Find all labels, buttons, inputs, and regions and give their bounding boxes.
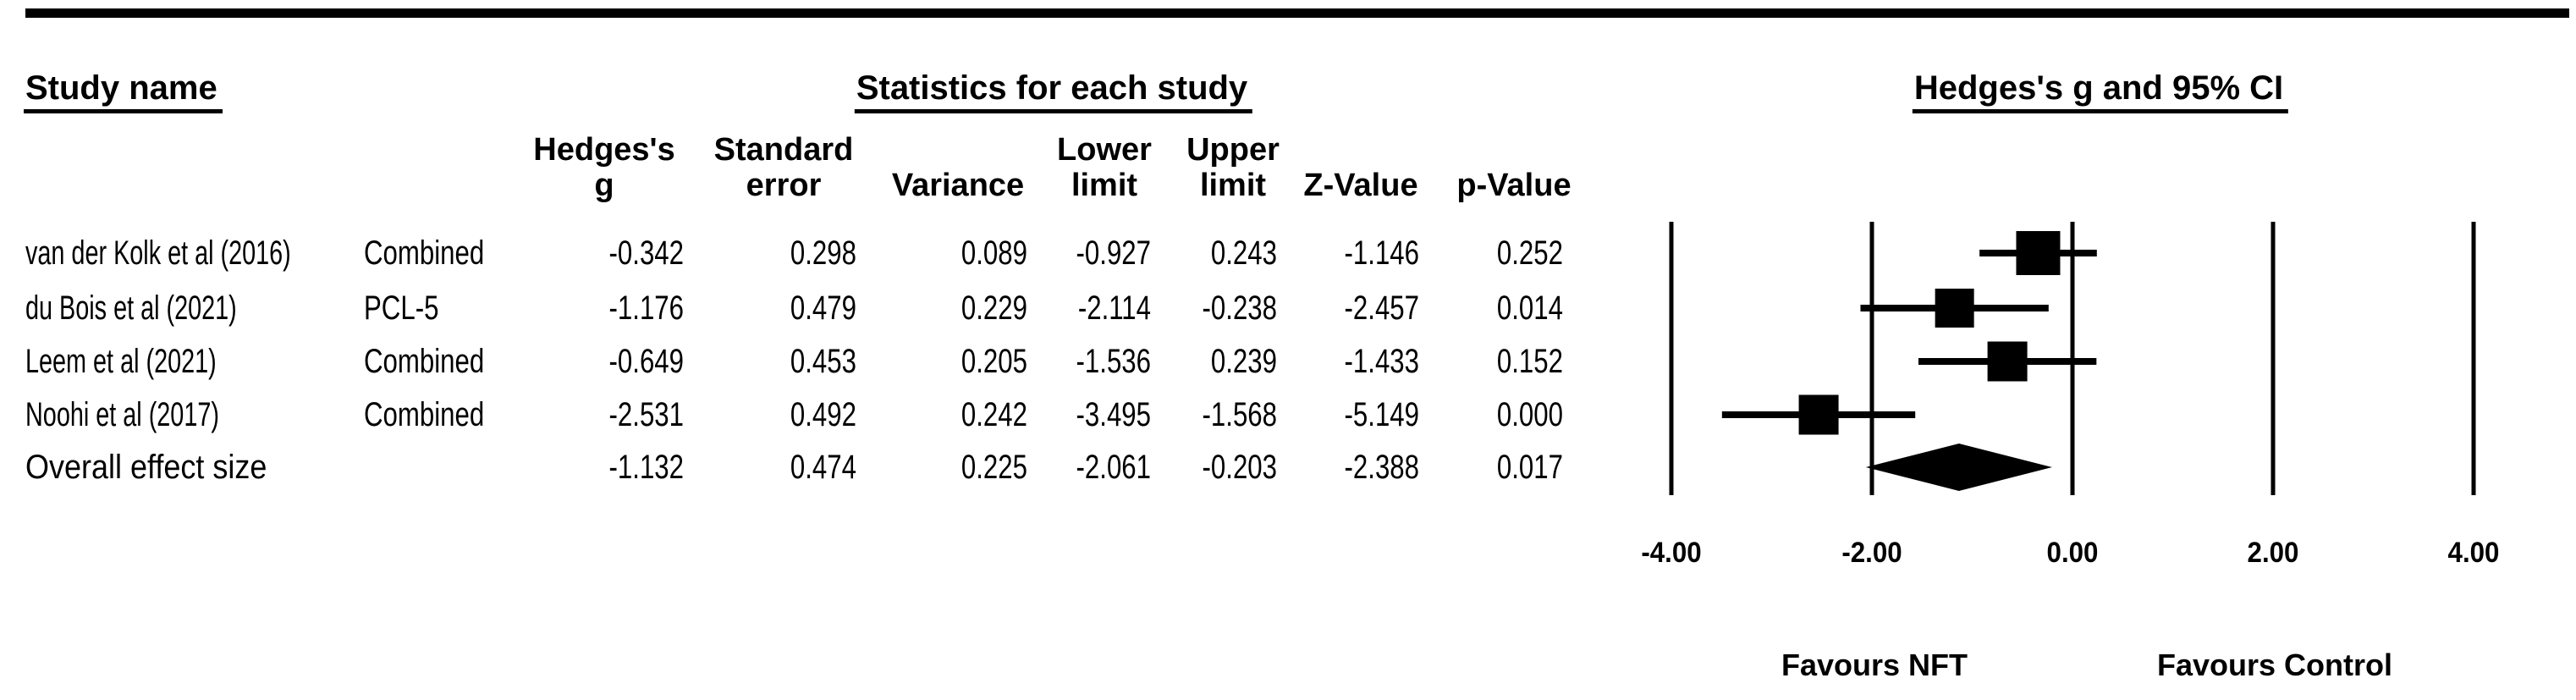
stat-value-cell: -1.176 [608, 289, 684, 327]
effect-size-marker [1987, 341, 2028, 382]
x-axis-tick-label: 4.00 [2447, 537, 2500, 569]
x-axis-tick-label: -2.00 [1841, 537, 1902, 569]
outcome-cell: PCL-5 [364, 289, 439, 327]
top-rule [25, 8, 2569, 18]
axis-gridline [1669, 222, 1674, 495]
stat-value-cell: 0.252 [1496, 234, 1563, 272]
column-header: Upper limit [1186, 132, 1280, 203]
stat-value-cell: 0.017 [1496, 449, 1563, 486]
stat-value-cell: 0.479 [790, 289, 856, 327]
column-header: Lower limit [1057, 132, 1152, 203]
study-name-cell: van der Kolk et al (2016) [25, 234, 291, 272]
stat-value-cell: 0.225 [960, 449, 1027, 486]
study-name-cell: du Bois et al (2021) [25, 289, 237, 327]
column-header: Hedges's g [533, 132, 675, 203]
stat-value-cell: -1.433 [1344, 343, 1419, 380]
stats-section-header: Statistics for each study [854, 69, 1253, 113]
x-axis-tick-label: -4.00 [1641, 537, 1702, 569]
stat-value-cell: 0.089 [960, 234, 1027, 272]
stat-value-cell: 0.492 [790, 396, 856, 433]
effect-size-marker [2016, 231, 2061, 275]
stat-value-cell: -1.146 [1344, 234, 1419, 272]
stat-value-cell: -3.495 [1076, 396, 1151, 433]
stat-value-cell: 0.298 [790, 234, 856, 272]
study-name-cell: Overall effect size [25, 449, 267, 486]
stat-value-cell: -1.132 [608, 449, 684, 486]
stat-value-cell: -2.531 [608, 396, 684, 433]
stat-value-cell: -1.536 [1076, 343, 1151, 380]
stat-value-cell: 0.152 [1496, 343, 1563, 380]
effect-size-marker [1935, 289, 1974, 328]
outcome-cell: Combined [364, 343, 485, 380]
stat-value-cell: -0.203 [1202, 449, 1277, 486]
column-header: Standard error [713, 132, 854, 203]
x-axis-tick-label: 2.00 [2247, 537, 2299, 569]
outcome-cell: Combined [364, 396, 485, 433]
favours-nft-label: Favours NFT [1781, 648, 1968, 682]
column-header: p-Value [1456, 168, 1571, 203]
stat-value-cell: 0.000 [1496, 396, 1563, 433]
stat-value-cell: -1.568 [1202, 396, 1277, 433]
stat-value-cell: -2.457 [1344, 289, 1419, 327]
axis-gridline [2471, 222, 2476, 495]
x-axis-tick-label: 0.00 [2046, 537, 2099, 569]
study-name-cell: Noohi et al (2017) [25, 396, 219, 433]
stat-value-cell: 0.229 [960, 289, 1027, 327]
column-header: Z-Value [1303, 168, 1418, 203]
axis-gridline [1869, 222, 1874, 495]
stat-value-cell: -2.114 [1077, 289, 1151, 327]
stat-value-cell: 0.474 [790, 449, 856, 486]
stat-value-cell: -0.649 [608, 343, 684, 380]
ci-section-header: Hedges's g and 95% CI [1912, 69, 2289, 113]
stat-value-cell: 0.205 [960, 343, 1027, 380]
effect-size-marker [1798, 394, 1839, 435]
stat-value-cell: -2.061 [1076, 449, 1151, 486]
stat-value-cell: -5.149 [1344, 396, 1419, 433]
study-name-header: Study name [24, 69, 223, 113]
stat-value-cell: 0.453 [790, 343, 856, 380]
stat-value-cell: -2.388 [1344, 449, 1419, 486]
stat-value-cell: 0.243 [1210, 234, 1277, 272]
stat-value-cell: 0.242 [960, 396, 1027, 433]
stat-value-cell: 0.239 [1210, 343, 1277, 380]
column-header: Variance [891, 168, 1025, 203]
study-name-cell: Leem et al (2021) [25, 343, 217, 380]
overall-diamond [1865, 444, 2052, 491]
stat-value-cell: -0.238 [1202, 289, 1277, 327]
favours-control-label: Favours Control [2156, 648, 2392, 682]
outcome-cell: Combined [364, 234, 485, 272]
axis-gridline [2271, 222, 2276, 495]
stat-value-cell: -0.342 [608, 234, 684, 272]
stat-value-cell: -0.927 [1076, 234, 1151, 272]
stat-value-cell: 0.014 [1496, 289, 1563, 327]
